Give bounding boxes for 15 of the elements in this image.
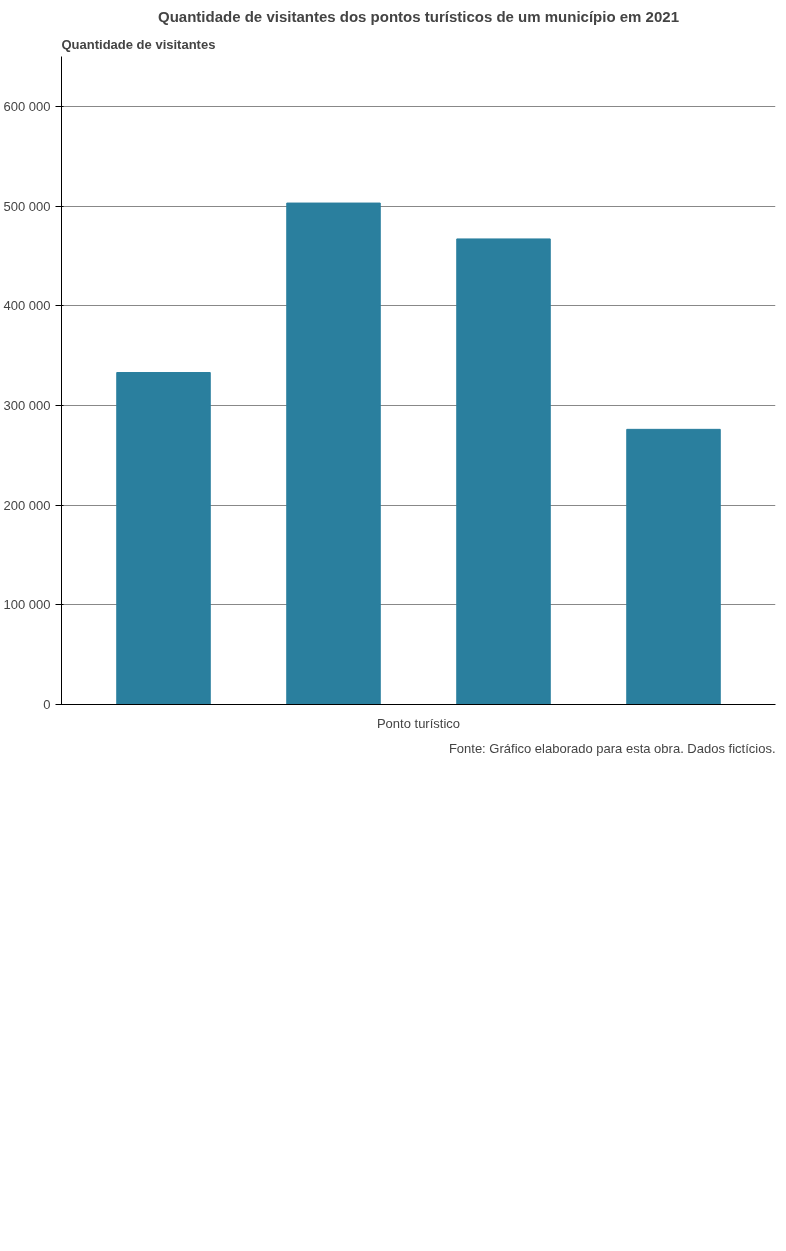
- y-tick-label: 400 000: [3, 298, 51, 314]
- source-note: Fonte: Gráfico elaborado para esta obra. Dados fictícios.: [448, 740, 776, 756]
- bar: [116, 372, 211, 705]
- y-tick-label: 200 000: [3, 497, 51, 513]
- y-tick-label: 0: [43, 697, 51, 712]
- y-tick-label: 100 000: [3, 597, 51, 613]
- x-axis-title: Ponto turístico: [376, 715, 461, 731]
- y-axis-title: Quantidade de visitantes: [61, 36, 216, 52]
- y-tick-label: 300 000: [3, 397, 51, 413]
- bar: [456, 238, 551, 705]
- y-tick-label: 600 000: [3, 98, 51, 114]
- bar: [626, 428, 721, 705]
- bar: [286, 202, 381, 705]
- y-tick-label: 500 000: [3, 198, 51, 214]
- chart-title: Quantidade de visitantes dos pontos turísticos de um município em 2021: [158, 7, 679, 25]
